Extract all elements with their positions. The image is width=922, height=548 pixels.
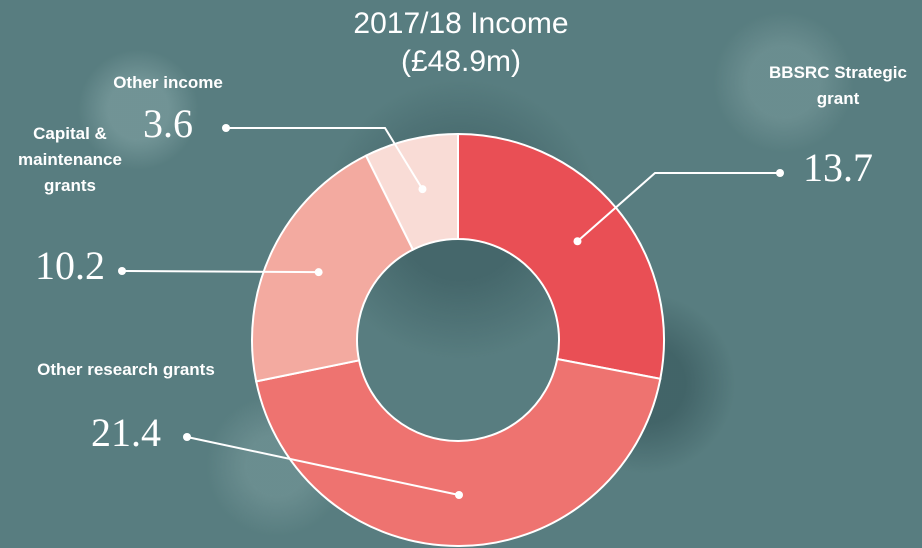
leader-line: [576, 172, 780, 243]
chart-subtitle: (£48.9m): [400, 45, 522, 78]
category-label: Other research grants: [37, 360, 215, 379]
leader-dot: [573, 237, 582, 246]
slice: [255, 357, 662, 547]
chart-title: 2017/18 Income: [353, 7, 569, 40]
leader-line: [186, 436, 460, 496]
leader-dot: [776, 169, 784, 177]
leader-dot: [454, 490, 463, 499]
slice: [251, 154, 415, 383]
leader-dot: [183, 433, 191, 441]
category-label: Capital & maintenance grants: [18, 124, 122, 195]
value-label: 13.7: [803, 145, 873, 190]
category-label: BBSRC Strategic grant: [769, 63, 907, 108]
value-label: 3.6: [143, 101, 193, 146]
leader-dot: [314, 268, 323, 277]
leader-line: [121, 270, 319, 274]
leader-dot: [418, 185, 427, 194]
value-label: 10.2: [35, 243, 105, 288]
leader-line: [226, 127, 424, 190]
leader-dot: [222, 124, 230, 132]
value-label: 21.4: [91, 410, 161, 455]
slice: [457, 132, 665, 380]
slice: [364, 132, 459, 251]
leader-dot: [118, 267, 126, 275]
category-label: Other income: [113, 73, 223, 92]
